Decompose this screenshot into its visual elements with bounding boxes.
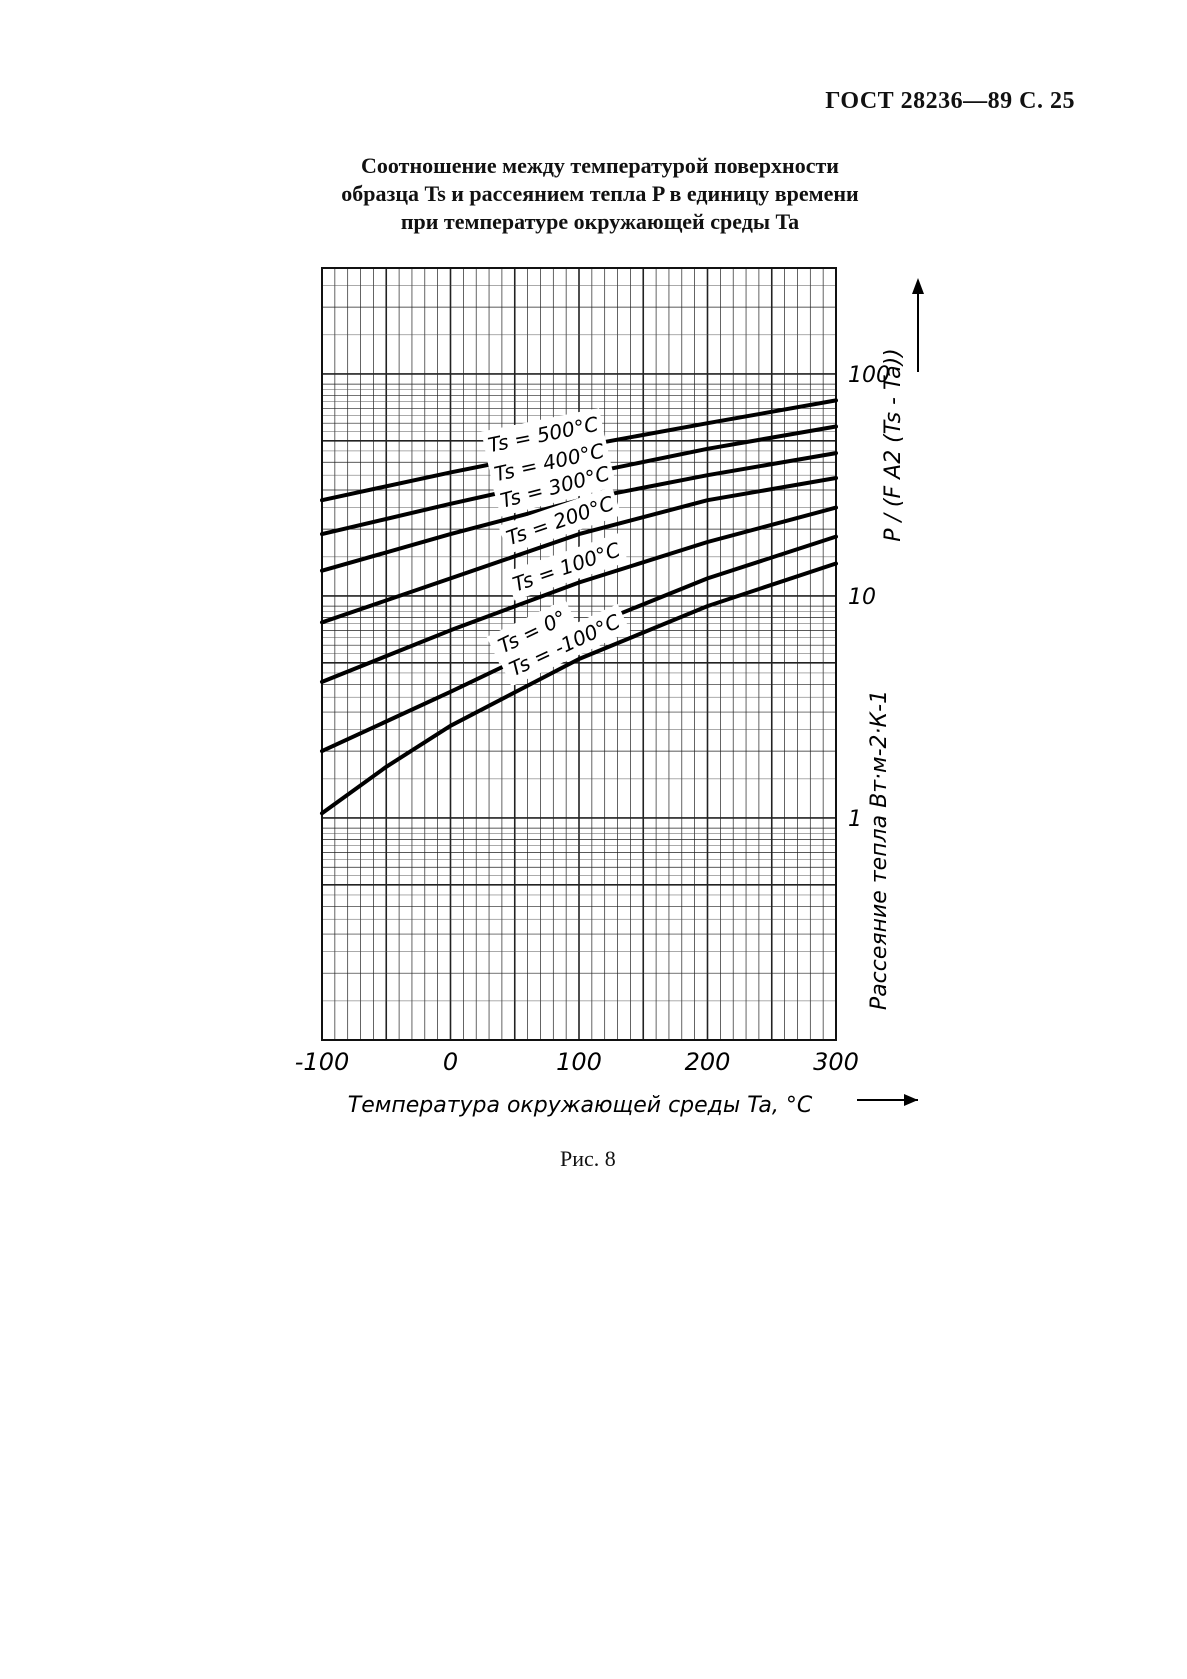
x-axis-label: Температура окружающей среды Ta, °C bbox=[348, 1093, 813, 1118]
series-line bbox=[320, 505, 838, 684]
y-tick-label: 10 bbox=[848, 585, 876, 610]
figure-title: Соотношение между температурой поверхнос… bbox=[280, 152, 920, 236]
series-label-background bbox=[498, 603, 631, 687]
x-tick-label: 0 bbox=[443, 1048, 458, 1076]
series-label-background bbox=[504, 533, 629, 601]
y-tick-label: 1 bbox=[848, 807, 862, 832]
y-axis-label: Рассеяние тепла Вт·м-2·К-1 bbox=[867, 690, 892, 1010]
figure-title-line-1: Соотношение между температурой поверхнос… bbox=[361, 153, 839, 178]
figure-title-line-2: образца Ts и рассеянием тепла P в единиц… bbox=[341, 181, 859, 206]
series-line bbox=[320, 561, 838, 816]
series-label-background bbox=[498, 486, 622, 555]
x-tick-label: 200 bbox=[685, 1048, 731, 1076]
y-axis-formula: P / (F A2 (Ts - Ta)) bbox=[881, 348, 906, 542]
series-label-background bbox=[486, 599, 578, 664]
series-line bbox=[320, 476, 838, 625]
series-label-background bbox=[481, 408, 605, 462]
series-label-background bbox=[493, 457, 617, 517]
plot-frame bbox=[321, 267, 837, 1041]
chart-series-labels: Ts = 500°CTs = 400°CTs = 300°CTs = 200°C… bbox=[481, 408, 631, 687]
figure-title-line-3: при температуре окружающей среды Ta bbox=[400, 209, 800, 234]
chart-axes: -100 0 100 200 300 1 10 100 Температура окружающ… bbox=[295, 278, 924, 1118]
x-tick-label: -100 bbox=[295, 1048, 349, 1076]
series-label-background bbox=[487, 434, 611, 491]
x-tick-label: 300 bbox=[813, 1048, 859, 1076]
y-axis-arrowhead bbox=[912, 278, 924, 294]
y-tick-label: 100 bbox=[848, 363, 890, 388]
x-tick-label: 100 bbox=[556, 1048, 602, 1076]
figure-caption: Рис. 8 bbox=[560, 1146, 616, 1171]
document-header: ГОСТ 28236—89 С. 25 bbox=[825, 88, 1075, 114]
x-axis-arrowhead bbox=[904, 1094, 918, 1106]
